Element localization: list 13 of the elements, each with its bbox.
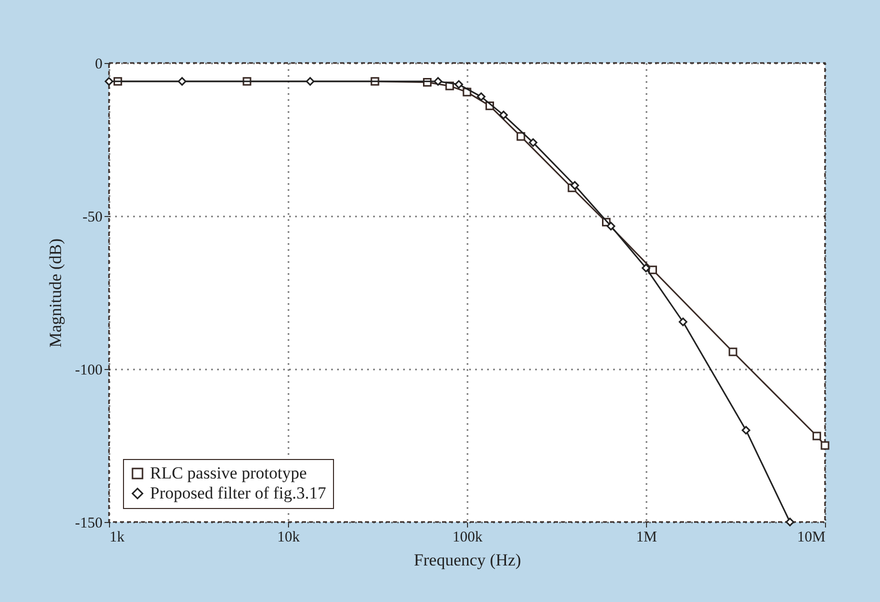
legend-label: Proposed filter of fig.3.17 xyxy=(150,484,327,502)
y-tick-label: -100 xyxy=(75,362,102,378)
y-tick-label: -50 xyxy=(82,210,102,226)
legend-label: RLC passive prototype xyxy=(150,464,307,482)
y-tick-label: -150 xyxy=(75,516,102,532)
y-axis-title: Magnitude (dB) xyxy=(46,238,66,348)
x-tick-label: 10M xyxy=(797,530,826,546)
x-tick-label: 10k xyxy=(277,530,300,546)
x-tick-label: 1k xyxy=(110,530,125,546)
y-tick-label: 0 xyxy=(95,56,102,72)
x-tick-label: 1M xyxy=(636,530,657,546)
x-tick-label: 100k xyxy=(452,530,483,546)
x-axis-title: Frequency (Hz) xyxy=(414,550,522,570)
